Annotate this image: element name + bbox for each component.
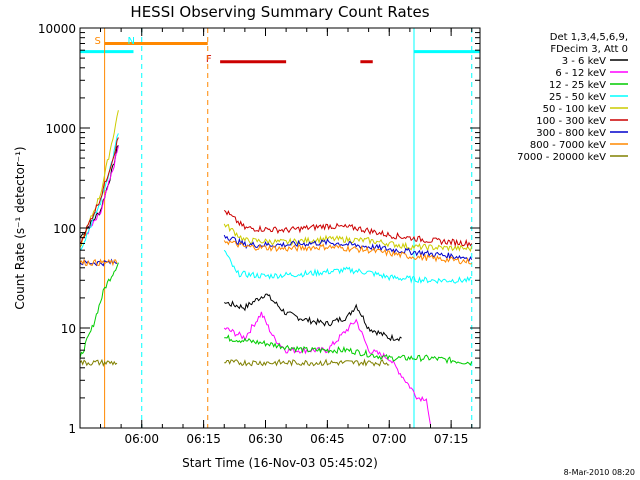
legend-label-50-100-kev: 50 - 100 keV <box>543 104 607 115</box>
footer-date: 8-Mar-2010 08:20 <box>564 468 635 477</box>
legend-header-line: FDecim 3, Att 0 <box>550 44 628 55</box>
series-line-50-100-kev <box>79 110 473 253</box>
y-tick-label: 100 <box>53 222 76 236</box>
x-tick-label: 07:15 <box>434 432 469 446</box>
legend-label-12-25-kev: 12 - 25 keV <box>549 80 606 91</box>
y-tick-label: 10000 <box>38 22 76 36</box>
legend-header-line: Det 1,3,4,5,6,9, <box>550 32 628 43</box>
y-tick-label: 10 <box>61 322 76 336</box>
chart-title: HESSI Observing Summary Count Rates <box>130 3 429 21</box>
series-line-25-50-kev <box>79 133 472 284</box>
y-axis-label: Count Rate (s⁻¹ detector⁻¹) <box>13 146 27 309</box>
series-line-6-12-kev <box>79 145 431 426</box>
legend: Det 1,3,4,5,6,9,FDecim 3, Att 03 - 6 keV… <box>517 32 628 163</box>
legend-label-800-7000-kev: 800 - 7000 keV <box>530 140 606 151</box>
x-tick-label: 07:00 <box>372 432 407 446</box>
flags-layer: S N F <box>80 36 480 65</box>
flag-label-n: N <box>127 36 134 47</box>
x-tick-label: 06:15 <box>186 432 221 446</box>
flag-label-s: S <box>94 36 100 47</box>
series-line-12-25-kev <box>79 262 473 366</box>
series-line-100-300-kev <box>79 137 473 248</box>
y-tick-label: 1000 <box>45 122 76 136</box>
x-tick-label: 06:00 <box>124 432 159 446</box>
x-tick-label: 06:45 <box>310 432 345 446</box>
legend-label-100-300-kev: 100 - 300 keV <box>536 116 606 127</box>
x-tick-label: 06:30 <box>248 432 283 446</box>
y-tick-label: 1 <box>68 422 76 436</box>
series-layer <box>79 110 473 426</box>
legend-label-25-50-kev: 25 - 50 keV <box>549 92 606 103</box>
plot-frame <box>79 27 481 429</box>
legend-label-3-6-kev: 3 - 6 keV <box>562 56 606 67</box>
axes-layer: 06:00 06:15 06:30 06:45 07:00 07:15 1 10 100 1000… <box>38 22 480 446</box>
legend-label-6-12-kev: 6 - 12 keV <box>555 68 606 79</box>
flag-label-f: F <box>206 54 212 65</box>
series-line-800-7000-kev <box>79 240 472 267</box>
x-axis-label: Start Time (16-Nov-03 05:45:02) <box>182 456 378 470</box>
legend-label-300-800-kev: 300 - 800 keV <box>536 128 606 139</box>
legend-label-7000-20000-kev: 7000 - 20000 keV <box>517 152 606 163</box>
series-line-7000-20000-kev <box>80 360 472 366</box>
